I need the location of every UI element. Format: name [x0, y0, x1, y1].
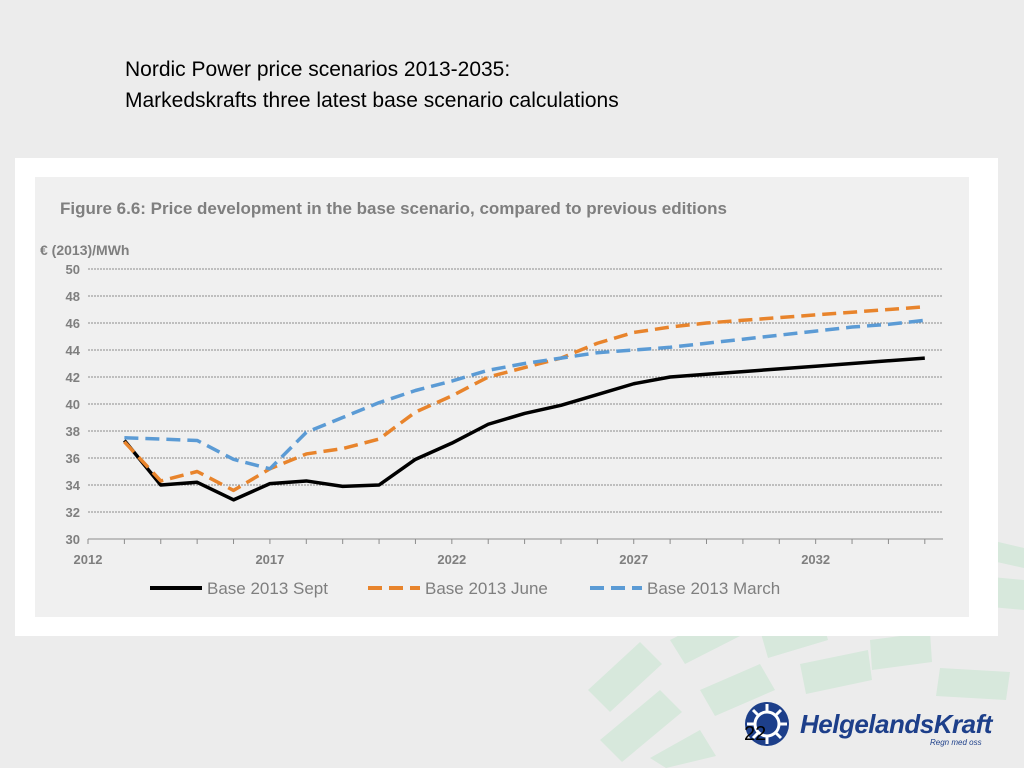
y-tick-label: 44 — [66, 343, 81, 358]
series-line-2 — [124, 318, 926, 471]
legend-label: Base 2013 June — [425, 579, 548, 598]
x-tick-label: 2027 — [619, 552, 648, 567]
slide-title-line-1: Nordic Power price scenarios 2013-2035: — [125, 58, 511, 81]
series-line-1 — [123, 305, 925, 493]
y-tick-label: 42 — [66, 370, 80, 385]
y-tick-label: 30 — [66, 532, 80, 547]
slide-title-line-2: Markedskrafts three latest base scenario… — [125, 89, 619, 112]
x-tick-label: 2017 — [255, 552, 284, 567]
chart-background — [35, 177, 969, 617]
y-tick-label: 46 — [66, 316, 80, 331]
series-line-0 — [123, 356, 925, 502]
y-axis-label: € (2013)/MWh — [40, 242, 130, 258]
y-tick-label: 50 — [66, 262, 80, 277]
x-tick-label: 2022 — [437, 552, 466, 567]
chart-title: Figure 6.6: Price development in the bas… — [60, 199, 727, 218]
y-tick-label: 34 — [66, 478, 81, 493]
y-tick-label: 36 — [66, 451, 80, 466]
logo-wordmark: HelgelandsKraft — [800, 709, 992, 739]
helgelandskraft-logo — [745, 702, 789, 746]
legend-label: Base 2013 March — [647, 579, 780, 598]
y-tick-label: 40 — [66, 397, 80, 412]
y-tick-label: 38 — [66, 424, 80, 439]
page-number: 22 — [744, 723, 767, 745]
line-chart: 30 32 34 36 38 40 42 44 46 48 50 2012 2017 2022 2027 20… — [66, 262, 943, 598]
y-tick-label: 32 — [66, 505, 80, 520]
legend-label: Base 2013 Sept — [207, 579, 328, 598]
logo-tagline: Regn med oss — [930, 738, 982, 747]
y-tick-label: 48 — [66, 289, 80, 304]
x-tick-label: 2032 — [801, 552, 830, 567]
slide-title: Nordic Power price scenarios 2013-2035: … — [125, 54, 885, 116]
x-tick-label: 2012 — [74, 552, 103, 567]
